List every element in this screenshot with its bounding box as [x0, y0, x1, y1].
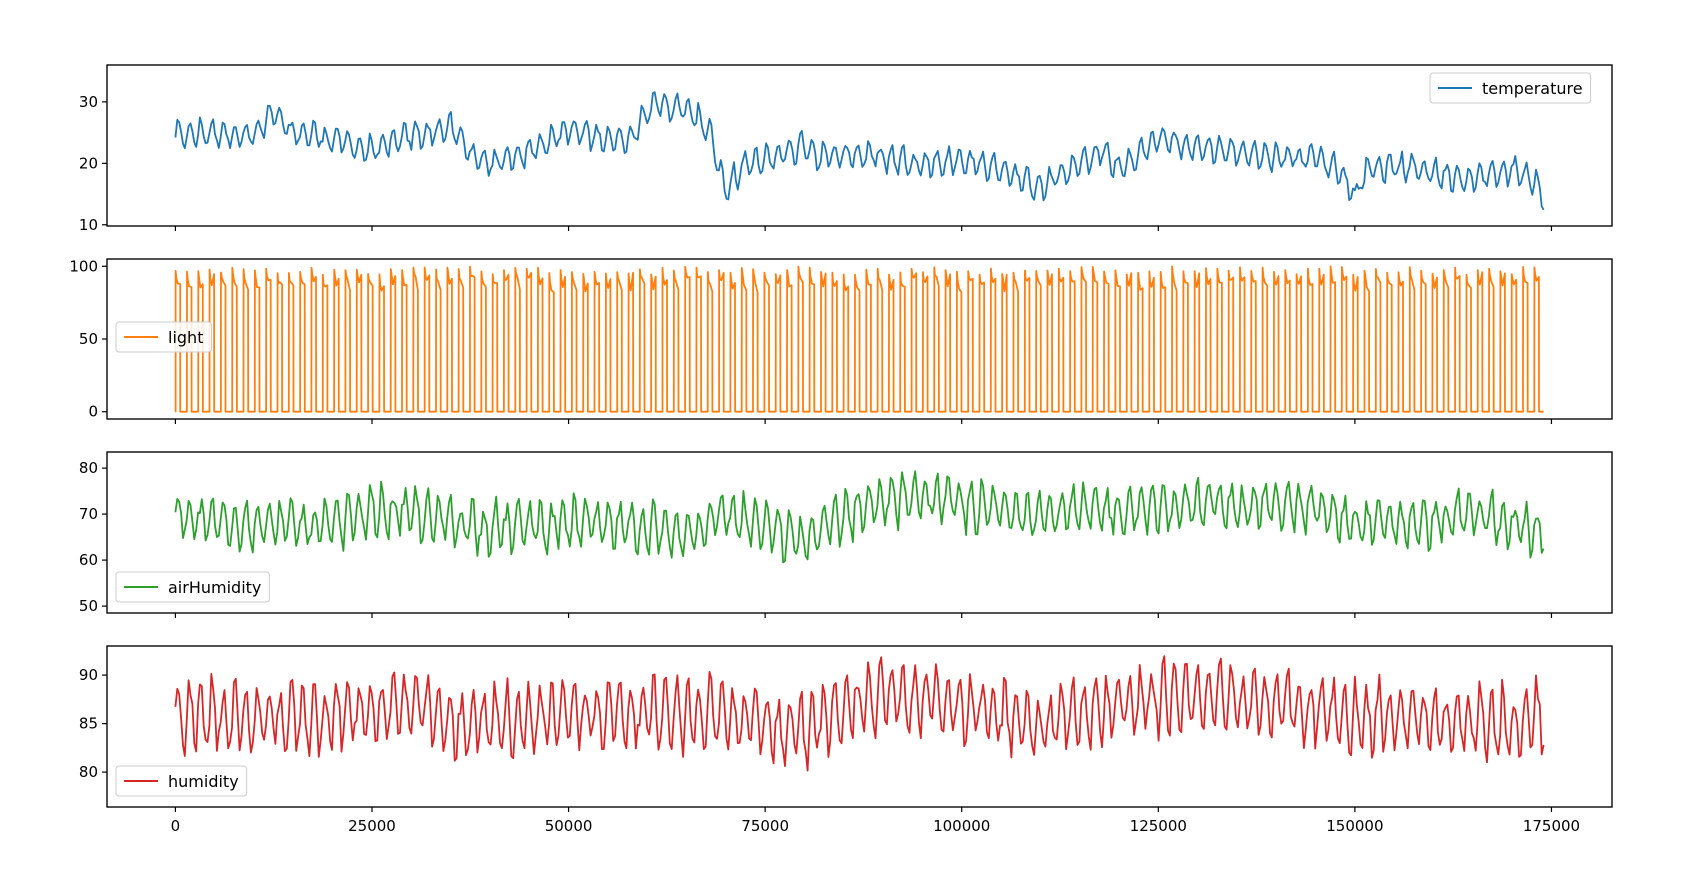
legend-label: airHumidity	[168, 578, 261, 597]
series-line-temperature	[174, 91, 1545, 211]
x-tick-label: 50000	[545, 817, 593, 835]
subplot-2: 0 50 100 light	[69, 257, 1613, 424]
legend-box	[115, 321, 212, 353]
x-tick-label: 125000	[1130, 817, 1187, 835]
y-tick-label: 30	[79, 93, 98, 111]
legend: temperature	[1429, 72, 1592, 104]
legend: light	[115, 321, 212, 353]
x-tick-label: 75000	[741, 817, 789, 835]
series-line-light	[174, 265, 1544, 413]
subplot-4: 80 85 90 0 25000 50000 75000 100000 125000 150000…	[79, 645, 1613, 835]
y-tick-label: 80	[79, 459, 98, 477]
legend-label: humidity	[168, 772, 239, 791]
x-tick-label: 150000	[1326, 817, 1383, 835]
y-tick-label: 60	[79, 551, 98, 569]
legend: humidity	[115, 765, 248, 797]
y-tick-label: 85	[79, 715, 98, 733]
y-tick-label: 0	[88, 403, 98, 421]
x-tick-label: 175000	[1523, 817, 1580, 835]
series-line-airHumidity	[174, 470, 1545, 564]
y-tick-label: 70	[79, 505, 98, 523]
series-line-humidity	[174, 655, 1545, 772]
y-tick-label: 50	[79, 330, 98, 348]
y-tick-label: 100	[69, 257, 98, 275]
subplot-3: 50 60 70 80 airHumidity	[79, 451, 1613, 618]
y-tick-label: 20	[79, 154, 98, 172]
y-tick-label: 90	[79, 666, 98, 684]
legend-box	[1429, 72, 1592, 104]
legend-label: light	[168, 328, 203, 347]
y-tick-label: 10	[79, 216, 98, 234]
x-tick-label: 25000	[348, 817, 396, 835]
x-tick-label: 0	[171, 817, 181, 835]
y-tick-label: 80	[79, 763, 98, 781]
legend-box	[115, 765, 248, 797]
legend-label: temperature	[1482, 79, 1583, 98]
subplot-1: 10 20 30 temperature	[79, 64, 1613, 234]
x-tick-label: 100000	[933, 817, 990, 835]
legend: airHumidity	[115, 571, 270, 603]
legend-box	[115, 571, 270, 603]
y-tick-label: 50	[79, 597, 98, 615]
